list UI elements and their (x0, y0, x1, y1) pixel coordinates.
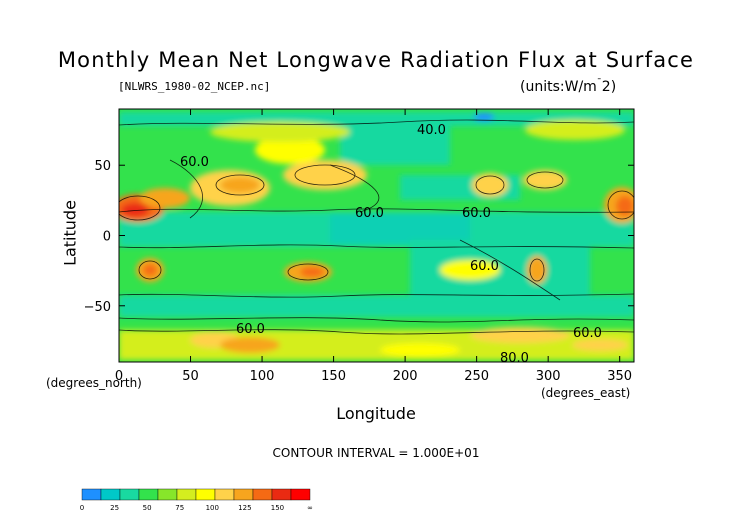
colorbar-swatch (176, 488, 197, 501)
colorbar-tick-label: 150 (271, 504, 284, 512)
units-label: (units:W/m¯2) (520, 78, 617, 95)
colorbar-swatch (100, 488, 121, 501)
file-label: [NLWRS_1980-02_NCEP.nc] (118, 80, 271, 93)
chart-title: Monthly Mean Net Longwave Radiation Flux… (57, 48, 695, 72)
contour-label: 60.0 (462, 206, 491, 221)
colorbar-tick-label: 100 (206, 504, 219, 512)
colorbar-swatch (214, 488, 235, 501)
colorbar-swatch (252, 488, 273, 501)
x-tick-label: 50 (182, 369, 199, 384)
colorbar-swatch (233, 488, 254, 501)
contour-label: 60.0 (470, 259, 499, 274)
colorbar-swatch (290, 488, 311, 501)
x-tick-label: 300 (536, 369, 561, 384)
x-tick-label: 0 (115, 369, 123, 384)
colorbar-swatch (271, 488, 292, 501)
contour-label: 40.0 (417, 123, 446, 138)
contour-interval-label: CONTOUR INTERVAL = 1.000E+01 (272, 446, 480, 460)
colorbar-tick-label: 25 (110, 504, 119, 512)
x-axis: 0 50 100 150 200 250 300 350 (115, 109, 632, 384)
colorbar-tick-label: 0 (80, 504, 84, 512)
heatmap-field: 40.0 60.0 60.0 60.0 60.0 60.0 60.0 80.0 (119, 109, 634, 366)
colorbar-tick-label: ∞ (307, 504, 313, 512)
colorbar-swatch (81, 488, 102, 501)
x-tick-label: 200 (393, 369, 418, 384)
x-axis-label: Longitude (336, 404, 416, 423)
contour-label: 60.0 (355, 206, 384, 221)
y-axis: 50 0 −50 (84, 159, 634, 315)
x-tick-label: 350 (607, 369, 632, 384)
y-tick-label: −50 (84, 300, 111, 315)
colorbar-tick-label: 50 (143, 504, 152, 512)
colorbar-swatch (195, 488, 216, 501)
colorbar-tick-label: 75 (175, 504, 184, 512)
colorbar-swatch (119, 488, 140, 501)
colorbar-swatch (138, 488, 159, 501)
contour-label: 60.0 (180, 155, 209, 170)
y-tick-label: 50 (94, 159, 111, 174)
colorbar-swatch (157, 488, 178, 501)
x-tick-label: 100 (250, 369, 275, 384)
contour-label: 60.0 (236, 322, 265, 337)
contour-label: 60.0 (573, 326, 602, 341)
contour-label: 80.0 (500, 351, 529, 366)
y-tick-label: 0 (103, 230, 111, 245)
x-unit-label: (degrees_east) (541, 386, 631, 400)
y-unit-label: (degrees_north) (46, 376, 142, 390)
colorbar: 0 25 50 75 100 125 150 ∞ (80, 488, 313, 512)
x-tick-label: 250 (464, 369, 489, 384)
colorbar-tick-label: 125 (238, 504, 251, 512)
x-tick-label: 150 (321, 369, 346, 384)
